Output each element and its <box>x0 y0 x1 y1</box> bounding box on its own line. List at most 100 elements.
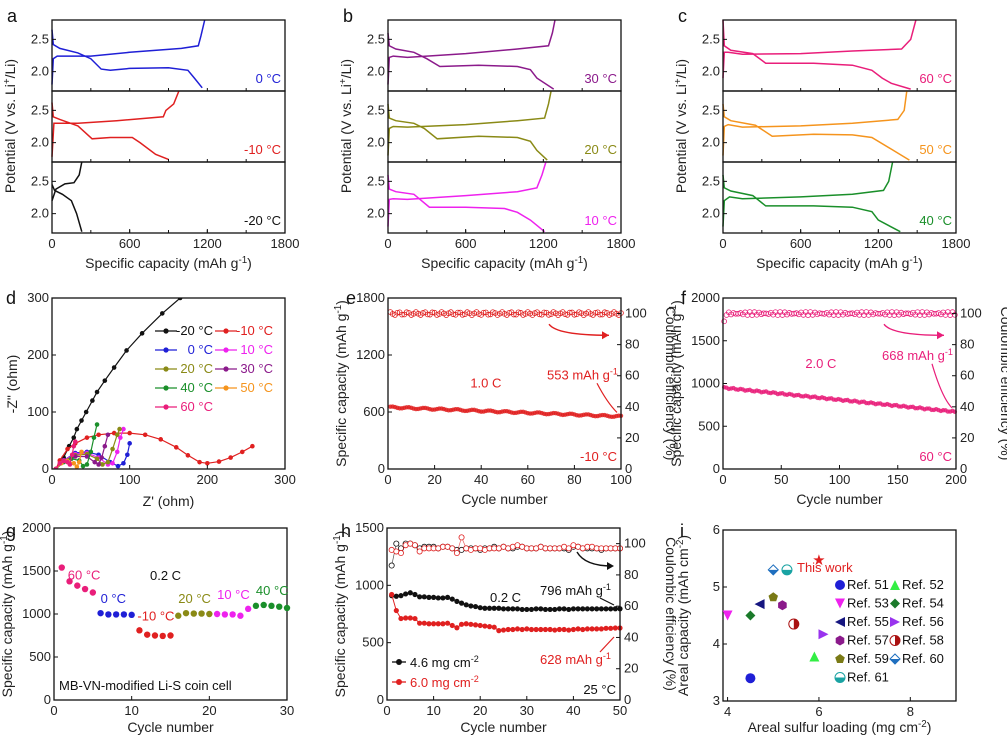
legend-marker <box>890 598 900 609</box>
data-point <box>767 564 779 576</box>
y-tick-label: 500 <box>29 649 51 664</box>
x-tick-label: 20 <box>202 703 216 718</box>
y-tick-label: 2.5 <box>31 31 49 46</box>
charge-curve <box>387 19 556 85</box>
y-axis-label: Specific capacity (mAh g-1) <box>668 300 685 467</box>
data-point <box>127 441 132 446</box>
y-tick-label: 1500 <box>22 563 51 578</box>
capacity-point <box>570 606 577 612</box>
legend-label: Ref. 54 <box>902 596 944 611</box>
panel-h: 0 10 20 30 40 50050010001500020406080100Cycle… <box>332 520 680 735</box>
ce-point <box>480 309 487 316</box>
x-tick-label: 600 <box>119 236 141 251</box>
subplot-1: 2.0 2.5 20 °C <box>367 90 622 163</box>
capacity-point <box>449 622 455 629</box>
legend-label: 40 °C <box>180 380 213 395</box>
capacity-point <box>538 606 544 612</box>
charge-curve <box>722 161 894 227</box>
capacity-point <box>431 621 437 627</box>
data-point <box>114 432 120 438</box>
arrowhead-icon <box>937 331 944 340</box>
data-point <box>105 459 111 465</box>
legend-label: Ref. 60 <box>902 651 944 666</box>
y2-axis-label: Coulombic efficiency (%) <box>663 537 679 691</box>
charge-curve <box>722 19 917 79</box>
marker-fill <box>895 635 900 646</box>
charge-curve <box>387 90 552 156</box>
charge-curve <box>51 161 83 201</box>
y2-tick-label: 0 <box>624 692 631 707</box>
y-tick-label: 1000 <box>691 376 720 391</box>
legend-marker <box>223 366 229 372</box>
data-point <box>84 462 90 467</box>
arrow-icon <box>599 636 615 653</box>
data-point <box>229 611 236 618</box>
capacity-point <box>533 606 539 612</box>
data-point <box>167 632 174 639</box>
capacity-point <box>570 626 577 633</box>
legend-label: Ref. 51 <box>847 577 889 592</box>
ce-point <box>424 311 431 318</box>
rate-label: 1.0 C <box>470 375 501 390</box>
data-point <box>94 456 100 462</box>
capacity-point <box>477 605 483 611</box>
legend-marker <box>163 385 169 391</box>
legend-marker <box>396 659 402 665</box>
capacity-point <box>580 626 586 633</box>
data-point <box>94 389 100 395</box>
y2-tick-label: 20 <box>625 430 639 445</box>
y-axis-label: Specific capacity (mAh g-1) <box>333 300 350 467</box>
x-axis-label: Specific capacity (mAh g-1) <box>421 255 588 272</box>
segment-label: -10 °C <box>137 608 174 623</box>
legend-marker <box>396 679 402 685</box>
y2-tick-label: 80 <box>960 337 974 352</box>
discharge-curve <box>51 29 203 89</box>
data-point <box>818 629 829 640</box>
this-work-label: This work <box>797 560 853 575</box>
data-point <box>80 463 86 469</box>
data-point <box>81 585 89 593</box>
y-axis-label: Specific capacity (mAh g-1) <box>0 531 15 698</box>
data-point <box>206 610 213 618</box>
data-point <box>213 610 221 618</box>
y-tick-label: 2.5 <box>702 173 720 188</box>
data-point <box>66 578 73 585</box>
panel-label: a <box>7 6 18 26</box>
legend: -20 °C -10 °C 0 °C 10 °C 20 °C 30 °C 40 °C 50 °… <box>155 323 273 414</box>
x-axis-label: Cycle number <box>461 491 548 507</box>
x-axis-label: Areal sulfur loading (mg cm-2) <box>748 719 932 736</box>
data-point <box>754 599 765 610</box>
y-tick-label: 1500 <box>355 520 384 535</box>
y-tick-label: 0 <box>44 692 51 707</box>
y2-tick-label: 100 <box>625 306 647 321</box>
capacity-point <box>482 605 488 611</box>
x-tick-label: 40 <box>474 472 488 487</box>
capacity-point <box>403 615 409 621</box>
y-tick-label: 2.5 <box>31 173 49 188</box>
y-tick-label: 2.0 <box>31 135 49 150</box>
capacity-point <box>389 591 395 598</box>
data-point <box>84 435 90 440</box>
capacity-point <box>514 626 521 632</box>
legend-label: 50 °C <box>240 380 273 395</box>
y2-tick-label: 100 <box>960 306 982 321</box>
y-axis-label: Specific capacity (mAh g-1) <box>332 531 349 698</box>
y-tick-label: 2.5 <box>367 31 385 46</box>
data-point <box>121 461 126 466</box>
y-tick-label: 2.0 <box>31 64 49 79</box>
panel-label: i <box>680 521 684 541</box>
data-point <box>74 426 80 432</box>
capacity-point <box>500 606 507 612</box>
ce-point <box>536 311 543 318</box>
arrow-icon <box>931 363 953 409</box>
data-point <box>283 604 291 612</box>
segment-label: 60 °C <box>68 568 101 583</box>
panel-label: h <box>341 521 351 541</box>
data-point <box>151 632 159 639</box>
marker-fill <box>793 619 799 630</box>
ce-point <box>393 540 400 547</box>
x-tick-label: 80 <box>567 472 581 487</box>
y-tick-label: 1800 <box>356 290 385 305</box>
y-tick-label: 4 <box>713 636 720 651</box>
y2-axis-label: Coulombic efficiency (%) <box>663 307 679 461</box>
